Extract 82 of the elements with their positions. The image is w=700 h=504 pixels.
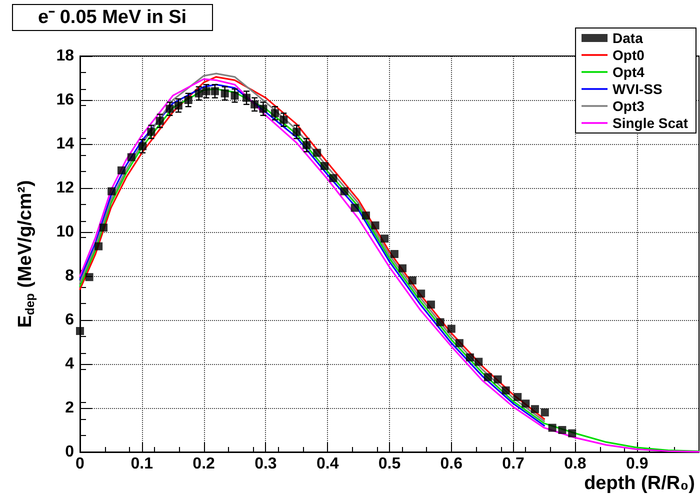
point bbox=[220, 89, 229, 98]
y-tick-label: 12 bbox=[56, 180, 74, 196]
point bbox=[540, 408, 549, 416]
point bbox=[548, 424, 556, 432]
point bbox=[138, 142, 147, 150]
point bbox=[270, 109, 279, 118]
y-tick-label: 2 bbox=[65, 400, 74, 416]
x-tick-label: 0.2 bbox=[192, 456, 216, 472]
point bbox=[242, 94, 251, 102]
point bbox=[502, 386, 510, 394]
point bbox=[202, 87, 210, 96]
point bbox=[292, 128, 301, 136]
legend-label: Data bbox=[612, 30, 644, 46]
point bbox=[522, 400, 530, 408]
point bbox=[514, 393, 522, 401]
point bbox=[340, 187, 348, 196]
point bbox=[76, 327, 84, 335]
legend-label: Opt0 bbox=[612, 47, 645, 63]
point bbox=[408, 276, 416, 284]
point bbox=[530, 405, 539, 414]
x-tick-label: 0.6 bbox=[440, 456, 463, 472]
point bbox=[371, 221, 380, 230]
x-tick-label: 0.7 bbox=[502, 456, 525, 472]
y-tick-label: 16 bbox=[56, 92, 74, 108]
y-tick-label: 10 bbox=[56, 224, 74, 240]
point bbox=[100, 224, 108, 232]
point bbox=[117, 166, 126, 174]
point bbox=[568, 429, 576, 438]
x-axis-title: depth (R/R₀) bbox=[584, 473, 695, 494]
point bbox=[380, 234, 389, 243]
point bbox=[259, 104, 268, 113]
point bbox=[210, 87, 219, 96]
point bbox=[474, 358, 483, 366]
x-tick-label: 0.9 bbox=[626, 456, 648, 472]
point bbox=[302, 141, 311, 150]
point bbox=[166, 104, 174, 113]
point bbox=[350, 204, 359, 212]
point bbox=[313, 148, 322, 157]
point bbox=[127, 153, 136, 162]
point bbox=[398, 264, 406, 272]
y-tick-label: 8 bbox=[65, 268, 74, 284]
legend-label: Single Scat bbox=[612, 115, 688, 131]
point bbox=[426, 300, 435, 309]
point bbox=[447, 324, 456, 333]
legend-label: Opt4 bbox=[612, 64, 645, 80]
x-tick-label: 0.3 bbox=[254, 456, 277, 472]
point bbox=[484, 373, 492, 382]
point bbox=[390, 250, 398, 258]
point bbox=[194, 89, 203, 98]
y-tick-label: 0 bbox=[65, 444, 74, 460]
point bbox=[85, 273, 94, 282]
point bbox=[320, 162, 329, 170]
y-tick-label: 18 bbox=[56, 48, 74, 64]
point bbox=[230, 92, 239, 100]
x-tick-label: 0.5 bbox=[378, 456, 401, 472]
y-tick-label: 4 bbox=[65, 356, 74, 372]
point bbox=[94, 242, 103, 250]
point bbox=[436, 318, 444, 326]
x-tick-label: 0.1 bbox=[130, 456, 154, 472]
legend-label: WVI-SS bbox=[612, 81, 662, 97]
point bbox=[558, 426, 566, 434]
point bbox=[494, 375, 502, 384]
point bbox=[362, 212, 370, 220]
point bbox=[466, 353, 474, 362]
x-tick-label: 0.8 bbox=[564, 456, 586, 472]
y-tick-label: 14 bbox=[56, 136, 74, 152]
point bbox=[147, 128, 156, 136]
x-tick-label: 0 bbox=[76, 456, 85, 472]
chart-title: e⁻ 0.05 MeV in Si bbox=[38, 7, 187, 28]
legend-label: Opt3 bbox=[612, 98, 645, 114]
point bbox=[280, 116, 288, 124]
point bbox=[108, 187, 116, 196]
point bbox=[156, 116, 164, 125]
y-tick-label: 6 bbox=[65, 312, 74, 328]
point bbox=[417, 290, 426, 298]
point bbox=[250, 100, 259, 108]
point bbox=[184, 96, 192, 104]
point bbox=[174, 102, 182, 110]
point bbox=[329, 174, 338, 182]
point bbox=[455, 339, 464, 348]
x-tick-label: 0.4 bbox=[316, 456, 339, 472]
y-axis-title: Edep (MeV/g/cm²) bbox=[14, 180, 37, 328]
